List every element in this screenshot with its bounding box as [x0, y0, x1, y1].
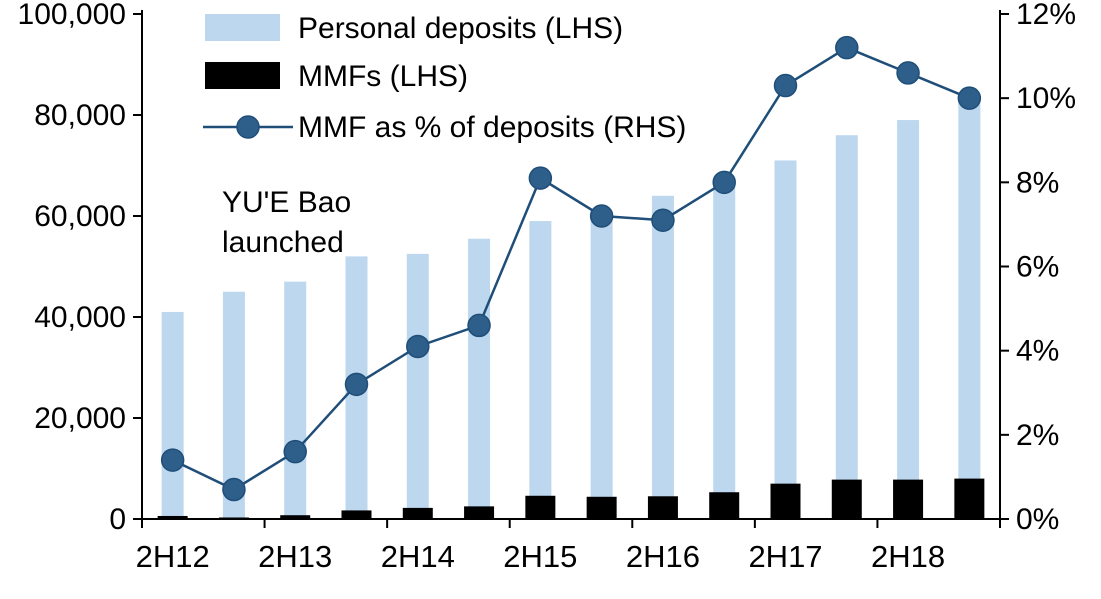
mmf-pct-marker	[467, 313, 491, 338]
mmf-bar	[770, 483, 801, 519]
legend-label-mmfs: MMFs (LHS)	[298, 60, 468, 93]
personal-deposits-bar	[284, 281, 307, 519]
mmf-pct-marker	[957, 86, 982, 110]
mmf-bar	[709, 492, 740, 519]
mmf-bar	[280, 515, 311, 519]
x-axis-tick-label: 2H17	[748, 539, 822, 574]
x-axis-tick-label: 2H14	[381, 539, 455, 574]
legend-swatch-personal-deposits	[205, 14, 280, 41]
personal-deposits-bar	[958, 99, 981, 519]
axis-labels: 0 20,000 40,000 60,000 80,000 100,000 0% 2% 4% 6%…	[18, 0, 1077, 574]
annotation-yue-bao: YU'E Bao launched	[222, 186, 351, 259]
mmf-pct-marker	[344, 372, 369, 397]
mmf-pct-marker	[589, 204, 614, 228]
mmf-pct-line	[172, 46, 970, 491]
mmf-bar	[831, 479, 862, 519]
personal-deposits-bar	[897, 120, 920, 520]
left-axis-tick-label: 80,000	[34, 99, 126, 132]
mmf-pct-markers	[160, 35, 982, 502]
legend-label-personal-deposits: Personal deposits (LHS)	[298, 12, 623, 45]
personal-deposits-bar	[590, 210, 613, 519]
personal-deposits-bar	[222, 291, 245, 519]
right-axis-tick-label: 0%	[1016, 503, 1059, 536]
mmf-pct-marker	[528, 166, 553, 190]
mmf-bar	[402, 507, 433, 519]
legend: Personal deposits (LHS) MMFs (LHS) MMF as …	[203, 12, 686, 144]
mmf-bar	[157, 515, 188, 519]
personal-deposits-bar	[713, 180, 736, 519]
x-axis-tick-label: 2H16	[626, 539, 700, 574]
right-axis-tick-label: 4%	[1016, 335, 1059, 368]
personal-deposits-bar	[161, 311, 184, 519]
mmf-bar	[586, 496, 617, 519]
mmf-bar	[893, 479, 924, 519]
mmf-pct-marker	[712, 170, 736, 195]
x-axis-tick-label: 2H18	[871, 539, 945, 574]
x-axis-tick-label: 2H13	[258, 539, 332, 574]
personal-deposits-bar	[774, 160, 797, 519]
left-axis-tick-label: 0	[109, 503, 126, 536]
mmf-series	[157, 478, 985, 519]
personal-deposits-bar	[529, 221, 552, 520]
left-axis-tick-label: 40,000	[34, 301, 126, 334]
mmf-pct-marker	[160, 448, 185, 472]
personal-deposits-bar	[651, 195, 674, 520]
mmf-pct-marker	[651, 208, 675, 232]
legend-label-mmf-pct: MMF as % of deposits (RHS)	[298, 111, 686, 144]
mmf-pct-marker	[222, 477, 246, 502]
mmf-bar	[341, 510, 372, 519]
mmf-bar	[464, 506, 495, 519]
axes	[133, 10, 1009, 528]
legend-marker-mmf-pct	[236, 115, 260, 139]
right-axis-tick-label: 12%	[1016, 0, 1076, 31]
right-axis-tick-label: 2%	[1016, 419, 1059, 452]
legend-swatch-mmfs	[205, 62, 280, 89]
mmf-bar	[954, 478, 985, 519]
x-axis-tick-label: 2H15	[503, 539, 577, 574]
annotation-text: YU'E Bao	[222, 186, 351, 219]
annotation-text: launched	[222, 226, 344, 259]
personal-deposits-bar	[468, 238, 491, 519]
mmf-bar	[525, 495, 556, 519]
personal-deposits-bar	[406, 253, 429, 519]
mmf-bar	[647, 496, 678, 519]
personal-deposits-bar	[835, 135, 858, 519]
left-axis-tick-label: 100,000	[18, 0, 126, 31]
left-axis-tick-label: 60,000	[34, 200, 126, 233]
mmf-pct-marker	[773, 73, 798, 98]
right-axis-tick-label: 6%	[1016, 251, 1059, 284]
mmf-pct-marker	[406, 334, 430, 359]
left-axis-tick-label: 20,000	[34, 402, 126, 435]
mmf-pct-marker	[283, 439, 307, 464]
right-axis-tick-label: 8%	[1016, 166, 1059, 199]
mmf-pct-marker	[835, 35, 859, 60]
right-axis-tick-label: 10%	[1016, 82, 1076, 115]
mmf-pct-marker	[896, 61, 920, 85]
x-axis-tick-label: 2H12	[136, 539, 210, 574]
